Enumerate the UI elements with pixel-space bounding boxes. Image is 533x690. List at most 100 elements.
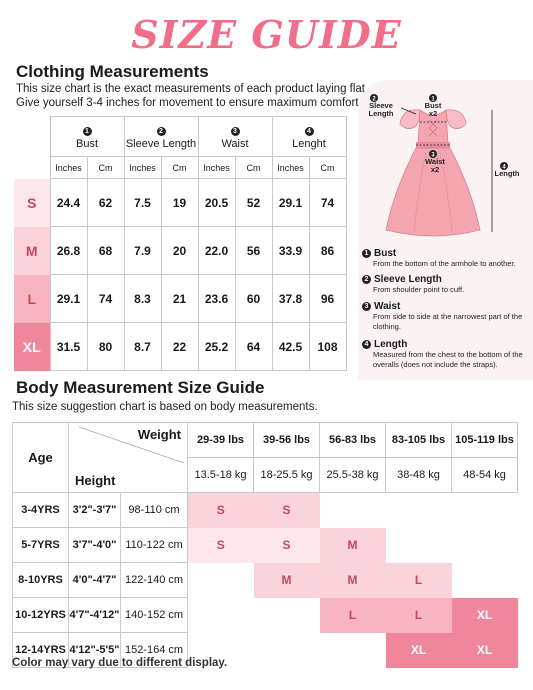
height-ft-cell: 3'2"-3'7"	[68, 492, 121, 528]
dress-illustration	[385, 109, 481, 237]
measure-header: 1 Bust	[49, 116, 125, 157]
table-cell: 21	[160, 274, 199, 323]
unit-cm: Cm	[308, 156, 347, 179]
size-cell	[188, 563, 254, 598]
table-cell: 42.5	[271, 322, 310, 371]
definition-number-badge: 3	[362, 302, 371, 311]
table-row: 12-14YRS 4'12"-5'5" 152-164 cm XL XL	[12, 632, 518, 668]
size-cell	[452, 528, 518, 563]
table-cell: 19	[160, 178, 199, 227]
size-cell	[254, 633, 320, 668]
definition-bust: 1 Bust From the bottom of the armhole to …	[362, 248, 527, 269]
height-cm-cell: 110-122 cm	[120, 527, 188, 563]
body-heading: Body Measurement Size Guide	[16, 378, 265, 397]
svg-text:2: 2	[372, 97, 376, 103]
size-cell: XL	[451, 632, 518, 668]
weight-kg: 48-54 kg	[451, 457, 518, 493]
svg-text:3: 3	[431, 153, 435, 159]
definition-number-badge: 1	[362, 249, 371, 258]
table-cell: 74	[308, 178, 347, 227]
definition-number-badge: 2	[362, 275, 371, 284]
unit-inches: Inches	[271, 156, 310, 179]
table-cell: 96	[308, 274, 347, 323]
size-cell: L	[319, 597, 386, 633]
size-label: XL	[14, 322, 50, 371]
table-cell: 7.5	[123, 178, 162, 227]
size-cell: S	[253, 492, 320, 528]
table-row: L 29.1 74 8.3 21 23.6 60 37.8 96	[14, 274, 347, 323]
size-cell	[320, 493, 386, 528]
length-label: Length	[494, 169, 520, 178]
svg-text:4: 4	[502, 165, 506, 171]
size-cell: M	[319, 562, 386, 598]
svg-text:1: 1	[431, 97, 435, 103]
length-badge-icon	[500, 162, 508, 170]
table-cell: 68	[86, 226, 125, 275]
weight-kg: 13.5-18 kg	[187, 457, 254, 493]
measure-number-badge: 4	[304, 126, 314, 136]
height-cm-cell: 140-152 cm	[120, 597, 188, 633]
table-row: M 26.8 68 7.9 20 22.0 56 33.9 86	[14, 226, 347, 275]
table-cell: 8.7	[123, 322, 162, 371]
bust-badge-icon	[429, 94, 437, 102]
age-cell: 5-7YRS	[12, 527, 69, 563]
size-cell	[320, 633, 386, 668]
sleeve-badge-icon	[370, 94, 378, 102]
table-cell: 80	[86, 322, 125, 371]
table-cell: 20.5	[197, 178, 236, 227]
height-cm-cell: 98-110 cm	[120, 492, 188, 528]
weight-kg: 25.5-38 kg	[319, 457, 386, 493]
measure-name: Sleeve Length	[125, 137, 197, 150]
weight-lbs: 39-56 lbs	[253, 422, 320, 458]
table-cell: 108	[308, 322, 347, 371]
size-cell: L	[385, 597, 452, 633]
size-label: M	[14, 226, 50, 275]
unit-inches: Inches	[123, 156, 162, 179]
page-title: SIZE GUIDE	[131, 12, 402, 57]
measure-name: Lenght	[292, 137, 326, 150]
age-header: Age	[12, 422, 69, 493]
table-row: S 24.4 62 7.5 19 20.5 52 29.1 74	[14, 178, 347, 227]
unit-cm: Cm	[160, 156, 199, 179]
measure-name: Bust	[75, 137, 98, 150]
weight-label: Weight	[137, 427, 181, 442]
definition-text: From shoulder point to cuff.	[373, 285, 465, 294]
sleeve-measure-line	[400, 107, 417, 115]
table-cell: 8.3	[123, 274, 162, 323]
clothing-note-1: This size chart is the exact measurement…	[16, 83, 369, 95]
height-label: Height	[75, 473, 116, 488]
weight-kg: 18-25.5 kg	[253, 457, 320, 493]
size-cell	[188, 598, 254, 633]
table-cell: 64	[234, 322, 273, 371]
age-cell: 3-4YRS	[12, 492, 69, 528]
measure-number-badge: 1	[82, 126, 92, 136]
definition-sleeve-length: 2 Sleeve Length From shoulder point to cu…	[362, 274, 527, 295]
footer-note: Color may vary due to different display.	[12, 657, 228, 669]
measure-name: Waist	[221, 137, 249, 150]
measure-header: 4 Lenght	[271, 116, 347, 157]
definition-term: Waist	[374, 301, 401, 312]
age-cell: 12-14YRS	[12, 632, 69, 668]
table-cell: 23.6	[197, 274, 236, 323]
body-size-table: Age Weight Height 29-39 lbs 39-56 lbs 56…	[12, 422, 518, 668]
table-cell: 52	[234, 178, 273, 227]
size-label: L	[14, 274, 50, 323]
table-cell: 86	[308, 226, 347, 275]
sleeve-length-label: Sleeve Length	[368, 101, 394, 118]
definition-text: From the bottom of the armhole to anothe…	[373, 259, 516, 268]
definition-term: Bust	[374, 248, 397, 259]
size-cell	[254, 598, 320, 633]
table-cell: 29.1	[271, 178, 310, 227]
table-cell: 22	[160, 322, 199, 371]
table-row: 5-7YRS 3'7"-4'0" 110-122 cm S S M	[12, 527, 518, 563]
height-cm-cell: 122-140 cm	[120, 562, 188, 598]
unit-inches: Inches	[197, 156, 236, 179]
age-cell: 10-12YRS	[12, 597, 69, 633]
age-cell: 8-10YRS	[12, 562, 69, 598]
measure-header: 2 Sleeve Length	[123, 116, 199, 157]
size-cell: XL	[451, 597, 518, 633]
table-cell: 74	[86, 274, 125, 323]
body-note: This size suggestion chart is based on b…	[12, 401, 318, 413]
bust-label: Bust x2	[424, 101, 442, 118]
unit-cm: Cm	[234, 156, 273, 179]
